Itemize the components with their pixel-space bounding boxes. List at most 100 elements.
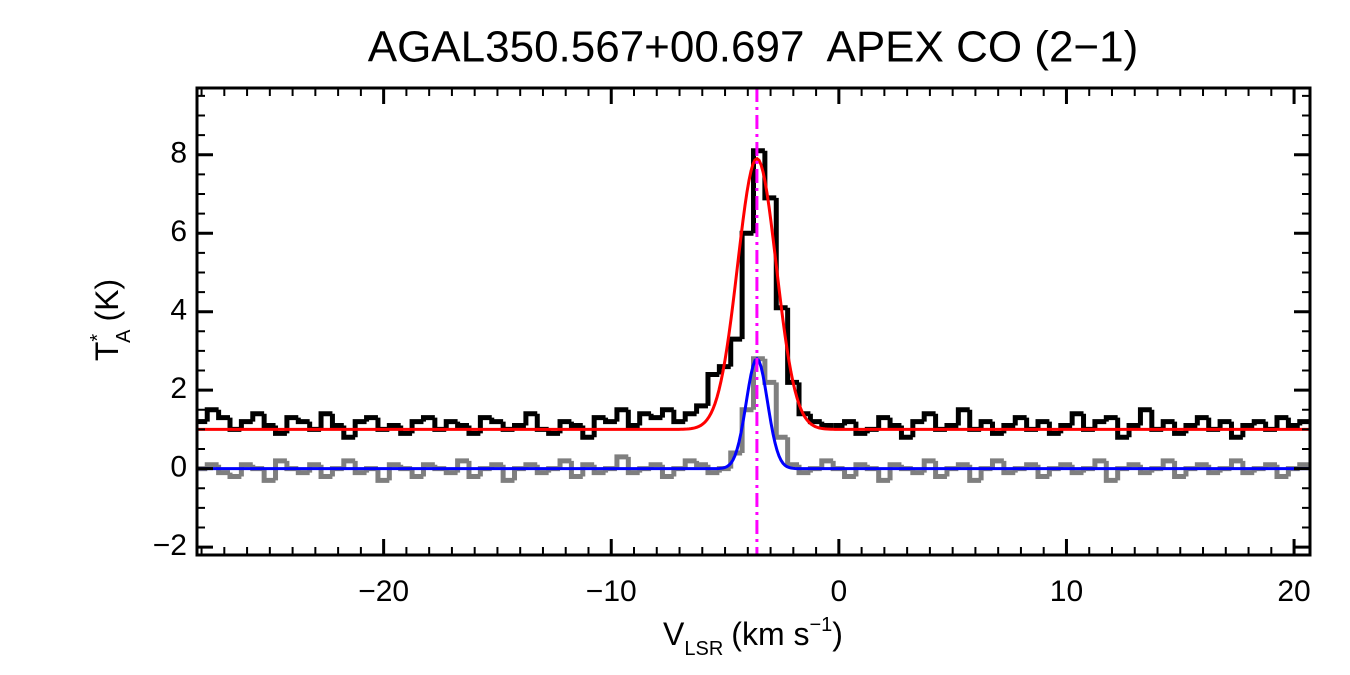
y-axis-label: T* A (K) [87, 279, 135, 361]
spectrum-step [762, 150, 777, 201]
spectrum-step [1172, 421, 1186, 436]
spectrum-step [1274, 415, 1289, 430]
y-tick-label: 4 [170, 294, 187, 327]
spectrum-step [876, 415, 891, 430]
spectrum-step [386, 462, 401, 481]
spectrum-step [603, 417, 617, 425]
y-tick-label: 6 [170, 215, 187, 248]
spectrum-step [557, 458, 572, 469]
spectrum-step [637, 411, 652, 426]
spectrum-step [1285, 417, 1300, 428]
x-tick-label: 10 [1050, 575, 1083, 608]
spectrum-step [1217, 419, 1232, 430]
spectrum-step [625, 456, 640, 476]
spectrum-step [785, 437, 800, 468]
spectrum-step [1297, 419, 1310, 426]
spectrum-step [887, 462, 902, 481]
spectrum-step [694, 403, 708, 414]
spectrum-step [989, 421, 1004, 436]
spectrum-step [751, 148, 765, 234]
y-label-sub: A [113, 329, 135, 343]
spectrum-step [694, 460, 708, 468]
spectrum-step [1012, 415, 1027, 426]
x-label-close: ) [832, 616, 843, 652]
spectrum-step [1035, 419, 1050, 430]
spectrum-step [807, 413, 822, 425]
x-label-sub: LSR [684, 638, 723, 660]
spectrum-step [1240, 460, 1255, 476]
spectrum-step [420, 415, 435, 422]
spectrum-step [762, 358, 777, 385]
chart-title: AGAL350.567+00.697 APEX CO (2−1) [368, 23, 1139, 72]
spectrum-step [512, 466, 526, 481]
spectrum-step [1194, 415, 1209, 426]
spectrum-step [523, 411, 538, 426]
spectrum-step [876, 468, 891, 483]
spectrum-step [978, 466, 993, 481]
spectrum-step [364, 415, 378, 422]
spectrum-step [455, 421, 469, 428]
spectrum-step [773, 197, 788, 311]
spectrum-step [648, 413, 663, 421]
spectrum-step [989, 458, 1004, 469]
x-tick-label: −20 [358, 575, 409, 608]
spectrum-step [955, 407, 970, 426]
x-axis-label: VLSR (km s−1) [663, 614, 843, 660]
fit-curve [197, 156, 1309, 431]
spectrum-step [785, 307, 800, 385]
y-label-sup: * [87, 334, 109, 342]
spectrum-step [842, 468, 856, 480]
spectrum-step [978, 419, 993, 430]
spectrum-step [352, 419, 367, 438]
spectrum-step [489, 417, 504, 425]
spectrum-step [659, 407, 674, 418]
spectrum-step [409, 468, 424, 480]
x-label-unit: (km s [731, 616, 809, 652]
plot-frame [195, 86, 1312, 557]
spectrum-step [728, 336, 743, 367]
spectrum-step [739, 407, 754, 453]
spectrum-step [1228, 421, 1243, 440]
spectrum-step [216, 409, 231, 421]
spectrum-step [819, 458, 834, 469]
y-tick-label: −2 [153, 529, 187, 562]
x-tick-label: 20 [1277, 575, 1310, 608]
spectrum-step [238, 419, 253, 430]
spectrum-step [1046, 421, 1061, 436]
spectrum-step [375, 468, 390, 483]
spectrum-step [261, 468, 276, 483]
spectrum-step [1069, 411, 1084, 426]
x-tick-label: 0 [831, 575, 848, 608]
spectrum-step [716, 364, 731, 375]
x-label-main: V [663, 616, 685, 652]
spectrum-step [1092, 419, 1107, 430]
spectrum-step [568, 421, 583, 428]
spectrum-step [1103, 415, 1118, 422]
x-label-sup: −1 [809, 614, 832, 636]
spectrum-step [1160, 458, 1175, 469]
spectrum-step [568, 460, 583, 480]
x-tick-label: −10 [586, 575, 637, 608]
spectrum-step [625, 409, 640, 428]
spectrum-step [853, 421, 868, 436]
spectrum-step [261, 413, 276, 428]
spectrum-step [1240, 422, 1255, 438]
spectrum-step [614, 407, 629, 422]
spectrum-step [671, 409, 686, 425]
spectrum-step [1115, 466, 1130, 481]
spectrum-step [420, 462, 435, 477]
spectrum-step [739, 230, 754, 340]
spectrum-step [1092, 458, 1107, 469]
spectrum-step [329, 413, 344, 428]
spectrum-step [580, 462, 595, 477]
spectrum-step [1251, 419, 1266, 426]
spectrum-step [1137, 407, 1152, 426]
spectrum-step [250, 411, 265, 422]
spectrum-step [1160, 419, 1175, 430]
spectrum-step [204, 407, 219, 422]
y-label-unit: (K) [89, 279, 125, 322]
spectrum-step [773, 382, 788, 440]
y-tick-label: 0 [170, 451, 187, 484]
spectrum-step [910, 419, 925, 438]
